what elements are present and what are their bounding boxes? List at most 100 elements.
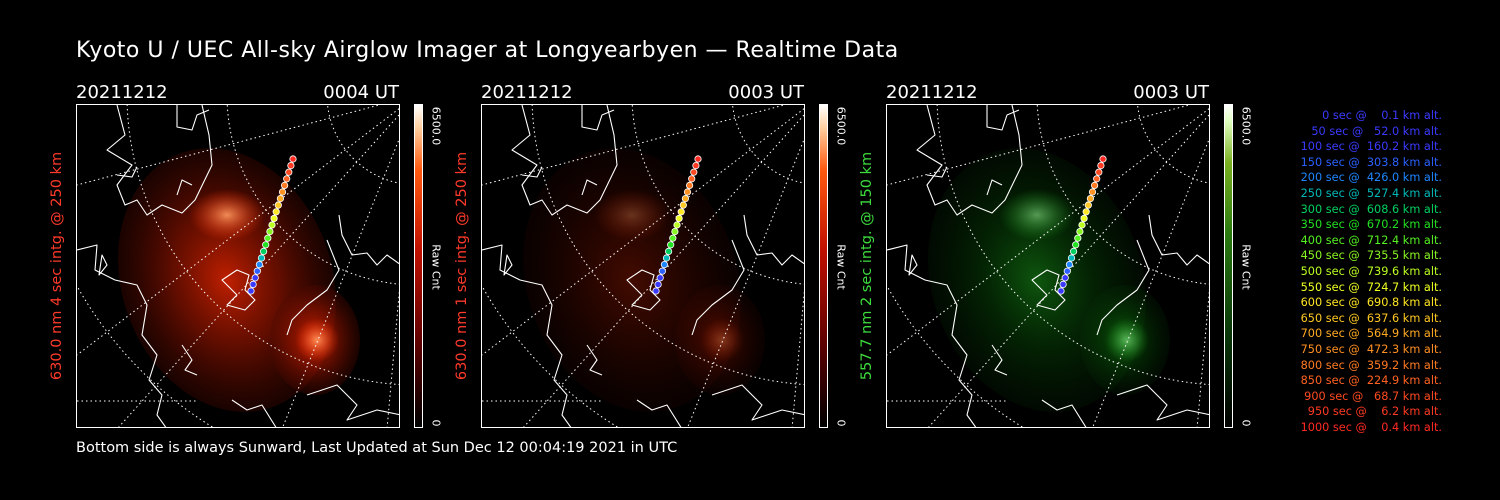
- legend-entry: 150 sec @ 303.8 km alt.: [1296, 155, 1442, 169]
- panel-date: 20211212: [76, 82, 168, 103]
- image-panel-3: 20211212 0003 UT 557.7 nm 2 sec intg. @ …: [859, 82, 1286, 428]
- track-point: [278, 188, 287, 196]
- colorbar-min-label: 0: [834, 419, 848, 427]
- legend-entry: 700 sec @ 564.9 km alt.: [1296, 327, 1442, 341]
- track-point: [694, 155, 702, 163]
- track-point: [1093, 175, 1101, 183]
- allsky-image: [76, 104, 400, 428]
- track-point: [274, 201, 282, 209]
- track-point: [656, 274, 664, 282]
- track-point: [1076, 228, 1084, 236]
- track-point: [669, 234, 677, 242]
- satellite-track: [1057, 155, 1107, 295]
- panel-time: 0003 UT: [1133, 82, 1209, 103]
- colorbar-min-label: 0: [1239, 419, 1253, 427]
- track-point: [287, 161, 295, 170]
- legend-entry: 0 sec @ 0.1 km alt.: [1311, 109, 1442, 122]
- track-point: [667, 241, 675, 249]
- track-point: [247, 287, 255, 295]
- track-point: [1082, 208, 1090, 216]
- colorbar-unit-label: Raw Cnt: [1239, 244, 1253, 290]
- legend-entry: 650 sec @ 637.6 km alt.: [1296, 311, 1442, 325]
- track-point: [1067, 254, 1076, 262]
- allsky-image: [481, 104, 805, 428]
- track-point: [1097, 161, 1105, 170]
- colorbar-max-label: 6500.0: [834, 106, 848, 146]
- track-point: [662, 254, 671, 262]
- coastline: [887, 105, 1209, 427]
- panel-date: 20211212: [481, 82, 573, 103]
- track-point: [1099, 155, 1107, 163]
- panel-wavelength-label: 630.0 nm 4 sec intg. @ 250 km: [49, 151, 65, 381]
- track-point: [272, 208, 280, 216]
- track-point: [1074, 234, 1082, 242]
- legend-entry: 100 sec @ 160.2 km alt.: [1296, 140, 1442, 154]
- panel-time: 0003 UT: [728, 82, 804, 103]
- colorbar: [819, 104, 828, 428]
- track-point: [1095, 168, 1103, 176]
- track-point: [255, 261, 263, 269]
- colorbar: [1224, 104, 1233, 428]
- image-panel-1: 20211212 0004 UT 630.0 nm 4 sec intg. @ …: [49, 82, 476, 428]
- track-point: [681, 195, 689, 203]
- track-point: [266, 228, 274, 236]
- track-point: [658, 267, 666, 275]
- track-point: [283, 175, 291, 183]
- footer-note: Bottom side is always Sunward, Last Upda…: [76, 440, 678, 456]
- track-point: [249, 280, 257, 288]
- legend-entry: 800 sec @ 359.2 km alt.: [1296, 358, 1442, 372]
- satellite-track: [652, 155, 702, 295]
- legend-entry: 600 sec @ 690.8 km alt.: [1296, 296, 1442, 310]
- coastline: [482, 105, 804, 427]
- track-point: [671, 228, 679, 236]
- track-point: [1063, 267, 1071, 275]
- track-point: [1065, 261, 1073, 269]
- track-point: [289, 155, 297, 163]
- colorbar-max-label: 6500.0: [1239, 106, 1253, 146]
- latlon-grid: [482, 105, 804, 427]
- track-point: [1072, 241, 1080, 249]
- track-point: [673, 221, 681, 229]
- legend-entry: 350 sec @ 670.2 km alt.: [1296, 218, 1442, 232]
- track-point: [692, 161, 700, 170]
- panel-wavelength-label: 630.0 nm 1 sec intg. @ 250 km: [454, 151, 470, 381]
- track-point: [262, 241, 270, 249]
- track-point: [260, 247, 268, 255]
- track-point: [285, 168, 293, 176]
- track-point: [276, 195, 284, 203]
- track-point: [1084, 201, 1092, 209]
- colorbar: [414, 104, 423, 428]
- colorbar-max-label: 6500.0: [429, 106, 443, 146]
- allsky-image: [886, 104, 1210, 428]
- track-point: [264, 234, 272, 242]
- track-point: [1070, 247, 1078, 255]
- colorbar-min-label: 0: [429, 419, 443, 427]
- track-point: [1088, 188, 1097, 196]
- colorbar-unit-label: Raw Cnt: [429, 244, 443, 290]
- allsky-glow: [118, 148, 360, 412]
- track-point: [1080, 214, 1088, 223]
- legend-entry: 200 sec @ 426.0 km alt.: [1296, 171, 1442, 185]
- latlon-grid: [77, 105, 399, 427]
- track-point: [665, 247, 673, 255]
- image-panel-2: 20211212 0003 UT 630.0 nm 1 sec intg. @ …: [454, 82, 881, 428]
- latlon-grid: [887, 105, 1209, 427]
- track-point: [268, 221, 276, 229]
- track-point: [683, 188, 692, 196]
- panel-date: 20211212: [886, 82, 978, 103]
- track-point: [1086, 195, 1094, 203]
- legend-entry: 300 sec @ 608.6 km alt.: [1296, 202, 1442, 216]
- legend-entry: 50 sec @ 52.0 km alt.: [1304, 124, 1442, 138]
- legend-entry: 1000 sec @ 0.4 km alt.: [1300, 420, 1442, 434]
- track-point: [654, 280, 662, 288]
- legend-entry: 750 sec @ 472.3 km alt.: [1296, 342, 1442, 356]
- legend-entry: 950 sec @ 6.2 km alt.: [1304, 405, 1442, 419]
- track-point: [251, 274, 259, 282]
- legend-entry: 500 sec @ 739.6 km alt.: [1296, 264, 1442, 278]
- track-point: [1057, 287, 1065, 295]
- track-point: [281, 181, 289, 190]
- track-point: [677, 208, 685, 216]
- satellite-track: [247, 155, 297, 295]
- legend-entry: 850 sec @ 224.9 km alt.: [1296, 374, 1442, 388]
- panel-wavelength-label: 557.7 nm 2 sec intg. @ 150 km: [859, 151, 875, 381]
